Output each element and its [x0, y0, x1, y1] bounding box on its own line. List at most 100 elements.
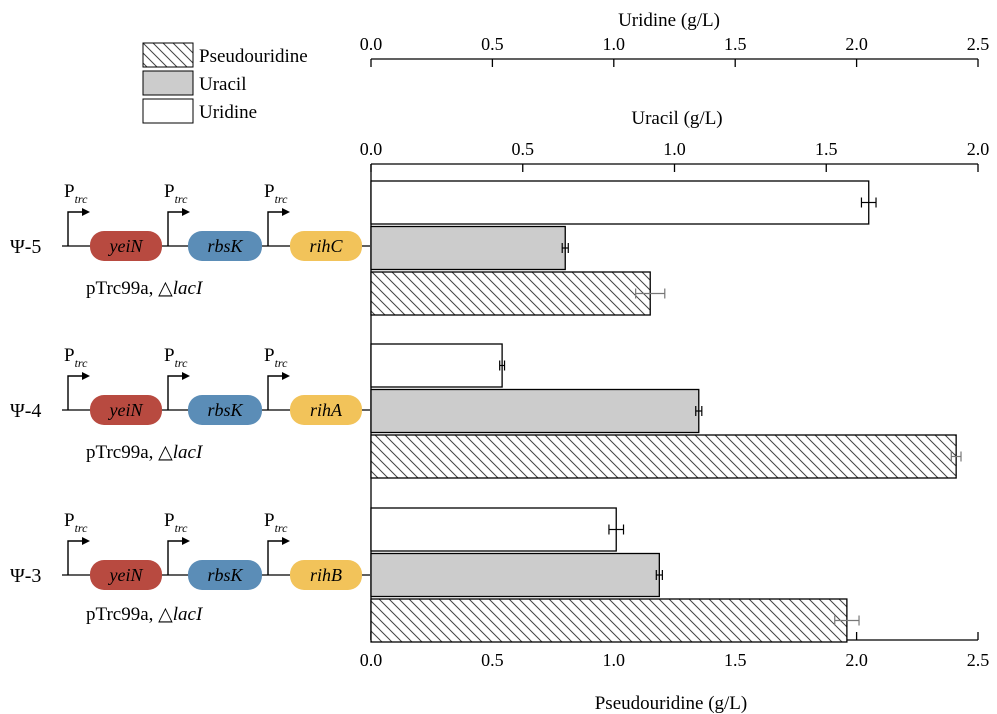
pseudouridine-tick-label: 1.0 — [603, 650, 626, 670]
uridine-tick-label: 2.5 — [967, 34, 990, 54]
legend-swatch-pseudouridine — [142, 42, 194, 68]
promoter-letter: P — [164, 345, 175, 366]
uracil-tick-label: 2.0 — [967, 139, 990, 159]
uracil-tick-label: 1.5 — [815, 139, 838, 159]
promoter-subscript: trc — [275, 521, 289, 535]
svg-text:Ptrc: Ptrc — [64, 510, 88, 535]
gene-rih-label: rihA — [310, 400, 343, 420]
gene-rbsK-box — [188, 560, 262, 590]
bar-uridine-2 — [370, 343, 503, 388]
gene-rbsK-label: rbsK — [207, 565, 243, 585]
promoter-subscript: trc — [75, 521, 89, 535]
promoter-letter: P — [164, 510, 175, 531]
svg-text:Ptrc: Ptrc — [164, 345, 188, 370]
promoter-subscript: trc — [275, 192, 289, 206]
legend-swatch-uracil — [142, 70, 194, 96]
svg-text:pTrc99a, △lacI: pTrc99a, △lacI — [86, 442, 204, 463]
promoter-subscript: trc — [175, 192, 189, 206]
uridine-tick-label: 1.5 — [724, 34, 747, 54]
gene-yeiN-label: yeiN — [108, 236, 144, 256]
gene-rbsK-box — [188, 395, 262, 425]
construct-psi-3: Ψ-3 Ptrc Ptrc Ptrc yeiN rbsK rihB — [10, 510, 370, 625]
gene-rih-label: rihC — [309, 236, 343, 256]
legend-label-pseudouridine: Pseudouridine — [199, 46, 308, 67]
promoter-subscript: trc — [75, 356, 89, 370]
gene-rbsK-label: rbsK — [207, 400, 243, 420]
svg-text:pTrc99a, △lacI: pTrc99a, △lacI — [86, 278, 204, 299]
promoter-subscript: trc — [75, 192, 89, 206]
gene-rbsK-label: rbsK — [207, 236, 243, 256]
gene-yeiN-label: yeiN — [108, 400, 144, 420]
promoter-2: Ptrc — [164, 345, 190, 410]
svg-text:Ptrc: Ptrc — [164, 510, 188, 535]
svg-text:Ptrc: Ptrc — [264, 345, 288, 370]
promoter-1: Ptrc — [64, 345, 90, 410]
bar-uracil-3 — [370, 552, 660, 598]
promoter-3: Ptrc — [264, 181, 290, 246]
svg-text:Ptrc: Ptrc — [64, 181, 88, 206]
promoter-letter: P — [264, 510, 275, 531]
gene-yeiN-label: yeiN — [108, 565, 144, 585]
legend: Pseudouridine Uracil Uridine — [142, 42, 308, 124]
legend-label-uridine: Uridine — [199, 102, 257, 123]
promoter-1: Ptrc — [64, 181, 90, 246]
strain-label: Ψ-5 — [10, 236, 41, 258]
bar-pseudouridine-2 — [370, 434, 957, 479]
construct-psi-5: Ψ-5 Ptrc Ptrc Ptrc yeiN rbsK rihC — [10, 181, 370, 299]
svg-text:Ptrc: Ptrc — [164, 181, 188, 206]
uridine-tick-label: 0.0 — [360, 34, 383, 54]
plasmid-deleted-gene: lacI — [173, 442, 204, 463]
promoter-letter: P — [64, 345, 75, 366]
plasmid-label: pTrc99a, △ — [86, 278, 173, 299]
uracil-tick-label: 0.0 — [360, 139, 383, 159]
promoter-letter: P — [64, 510, 75, 531]
promoter-letter: P — [264, 181, 275, 202]
svg-text:Ptrc: Ptrc — [64, 345, 88, 370]
legend-label-uracil: Uracil — [199, 74, 246, 95]
pseudouridine-tick-label: 0.5 — [481, 650, 504, 670]
uridine-tick-label: 0.5 — [481, 34, 504, 54]
promoter-2: Ptrc — [164, 181, 190, 246]
strain-label: Ψ-3 — [10, 565, 41, 587]
pseudouridine-tick-label: 2.0 — [845, 650, 868, 670]
gene-yeiN-box — [90, 560, 162, 590]
construct-psi-4: Ψ-4 Ptrc Ptrc Ptrc yeiN rbsK rihA — [10, 345, 370, 463]
promoter-letter: P — [64, 181, 75, 202]
gene-rih-box — [290, 395, 362, 425]
svg-text:Ptrc: Ptrc — [264, 510, 288, 535]
bar-uridine-3 — [370, 507, 617, 552]
bar-uridine-1 — [370, 180, 870, 225]
promoter-letter: P — [164, 181, 175, 202]
promoter-3: Ptrc — [264, 345, 290, 410]
pseudouridine-tick-label: 2.5 — [967, 650, 990, 670]
promoter-1: Ptrc — [64, 510, 90, 575]
uracil-axis-title: Uracil (g/L) — [631, 108, 722, 129]
promoter-subscript: trc — [275, 356, 289, 370]
plot-area: 0.0 0.5 1.0 1.5 2.0 2.5 0.0 0.5 1.0 1.5 2.0 0.0 0.5 1… — [360, 34, 990, 670]
svg-text:Ptrc: Ptrc — [264, 181, 288, 206]
gene-yeiN-box — [90, 231, 162, 261]
promoter-2: Ptrc — [164, 510, 190, 575]
plasmid-deleted-gene: lacI — [173, 604, 204, 625]
strain-label: Ψ-4 — [10, 400, 41, 422]
promoter-subscript: trc — [175, 521, 189, 535]
promoter-letter: P — [264, 345, 275, 366]
bar-pseudouridine-1 — [370, 271, 651, 316]
gene-rbsK-box — [188, 231, 262, 261]
promoter-subscript: trc — [175, 356, 189, 370]
plasmid-deleted-gene: lacI — [173, 278, 204, 299]
bar-uracil-1 — [370, 225, 566, 271]
uridine-tick-label: 1.0 — [603, 34, 626, 54]
uracil-tick-label: 0.5 — [512, 139, 535, 159]
plasmid-label: pTrc99a, △ — [86, 604, 173, 625]
gene-rih-box — [290, 231, 362, 261]
bar-pseudouridine-3 — [370, 598, 848, 643]
gene-rih-box — [290, 560, 362, 590]
plasmid-label: pTrc99a, △ — [86, 442, 173, 463]
pseudouridine-tick-label: 1.5 — [724, 650, 747, 670]
svg-text:pTrc99a, △lacI: pTrc99a, △lacI — [86, 604, 204, 625]
gene-yeiN-box — [90, 395, 162, 425]
legend-swatch-uridine — [142, 98, 194, 124]
construct-diagrams: Ψ-5 Ptrc Ptrc Ptrc yeiN rbsK rihC — [10, 181, 370, 625]
gene-rih-label: rihB — [310, 565, 342, 585]
